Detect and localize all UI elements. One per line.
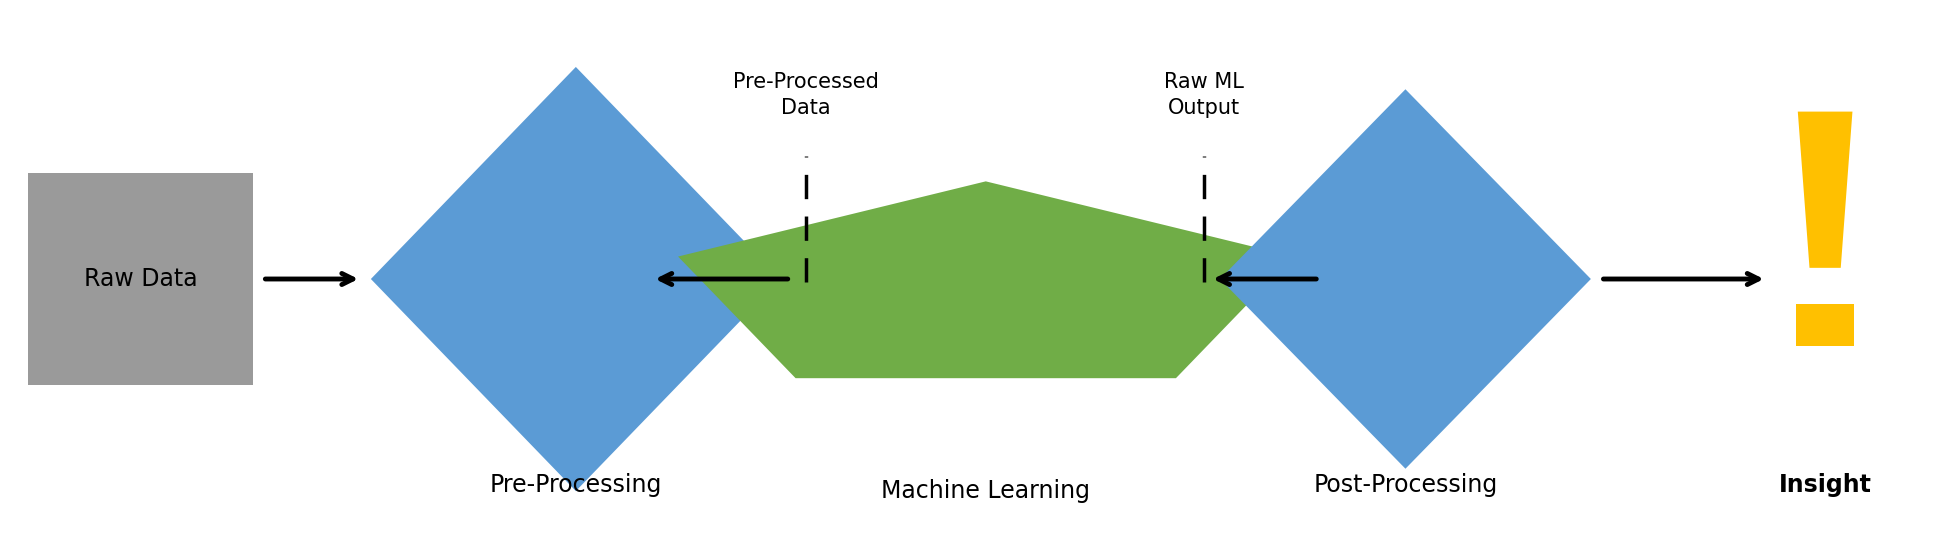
- Text: Machine Learning: Machine Learning: [880, 479, 1091, 503]
- Polygon shape: [1220, 89, 1591, 469]
- Polygon shape: [371, 67, 781, 491]
- Bar: [27, 173, 254, 385]
- Text: Pre-Processed
Data: Pre-Processed Data: [734, 71, 878, 118]
- Bar: [1796, 304, 1854, 346]
- Polygon shape: [1798, 112, 1852, 268]
- Text: Pre-Processing: Pre-Processing: [490, 473, 662, 498]
- Text: Insight: Insight: [1778, 473, 1872, 498]
- Text: Raw ML
Output: Raw ML Output: [1165, 71, 1243, 118]
- Text: Post-Processing: Post-Processing: [1314, 473, 1497, 498]
- Polygon shape: [677, 181, 1294, 378]
- Text: Raw Data: Raw Data: [84, 267, 197, 291]
